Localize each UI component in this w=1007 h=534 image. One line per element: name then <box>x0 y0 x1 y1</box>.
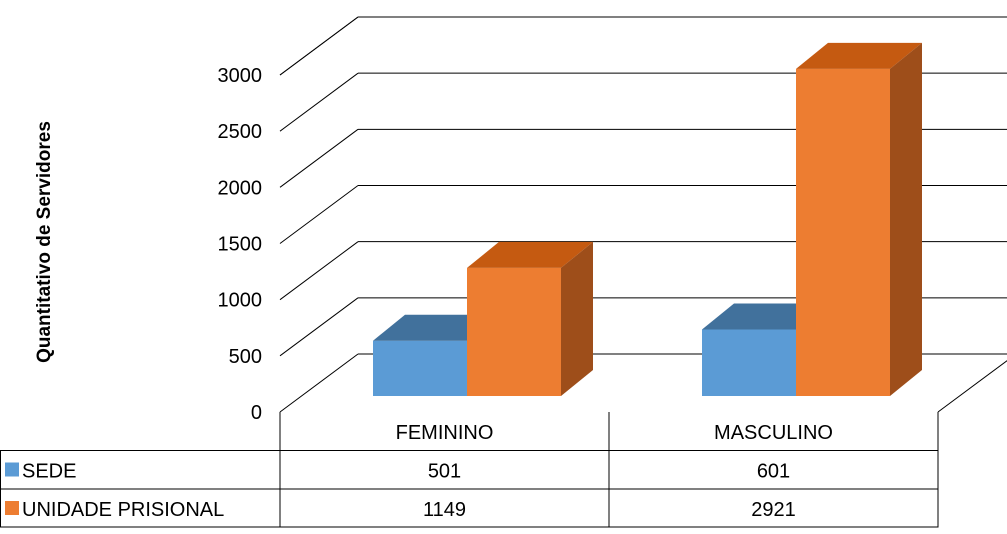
data-table: FEMININO MASCULINO SEDE 501 601 UNIDADE PRISI… <box>0 412 939 528</box>
y-tick-label: 1500 <box>218 234 263 256</box>
y-axis-label: Quantitativo de Servidores <box>34 121 55 363</box>
legend-entry: SEDE <box>22 461 76 483</box>
gridline-side <box>279 72 359 132</box>
y-tick-label: 1000 <box>218 290 263 312</box>
bar-top <box>467 241 593 268</box>
y-tick-labels: 0 500 1000 1500 2000 2500 3000 <box>218 65 263 424</box>
bar-side <box>561 241 593 396</box>
bar-front <box>373 340 467 396</box>
bar-front <box>796 68 890 397</box>
category-label: FEMININO <box>396 422 494 444</box>
bars <box>373 42 922 397</box>
gridline-side <box>279 128 359 188</box>
floor-edge <box>937 360 1007 413</box>
data-value: 501 <box>428 461 461 483</box>
wall-edge <box>279 16 359 76</box>
y-tick-label: 0 <box>251 402 262 424</box>
bar-side <box>890 42 922 397</box>
gridline-side <box>279 353 359 413</box>
legend-entry: UNIDADE PRISIONAL <box>22 499 224 521</box>
gridline-side <box>279 297 359 357</box>
gridline-side <box>279 241 359 301</box>
data-value: 2921 <box>751 499 796 521</box>
y-tick-label: 2500 <box>218 121 263 143</box>
legend-swatch <box>5 462 19 477</box>
bar-front <box>702 329 796 396</box>
bar-top <box>796 42 922 69</box>
y-tick-label: 2000 <box>218 177 263 199</box>
gridline-side <box>279 185 359 244</box>
data-value: 601 <box>757 461 790 483</box>
data-value: 1149 <box>423 499 466 521</box>
legend-swatch <box>5 501 19 515</box>
bar-front <box>467 267 561 396</box>
y-tick-label: 3000 <box>218 65 263 87</box>
y-tick-label: 500 <box>229 346 262 368</box>
category-label: MASCULINO <box>714 422 833 444</box>
